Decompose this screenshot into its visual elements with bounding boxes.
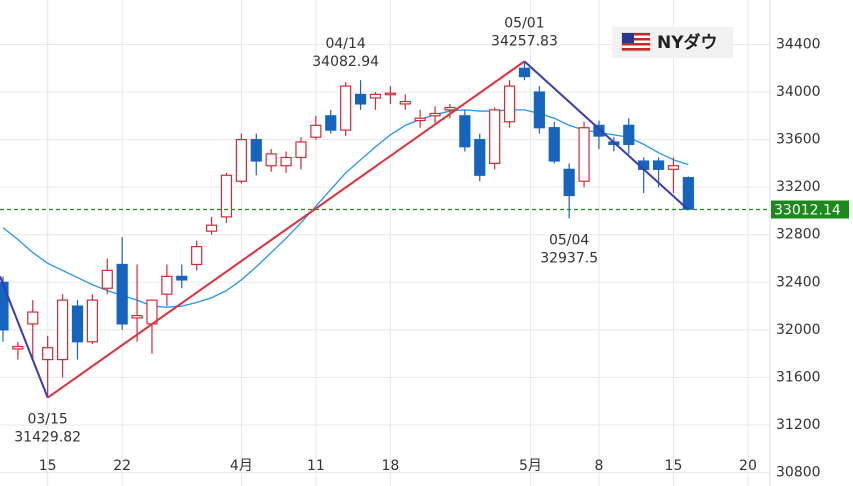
candle-body <box>116 263 128 325</box>
candle-body <box>593 124 605 137</box>
candle-body <box>652 160 665 170</box>
annotation-date: 05/04 <box>549 232 589 248</box>
candle-body <box>0 281 9 331</box>
trend-line <box>0 275 49 399</box>
candle-body <box>667 165 680 170</box>
candle-body <box>161 275 173 295</box>
annotation-date: 04/14 <box>325 36 365 52</box>
candle-body <box>191 246 203 266</box>
candle-body <box>220 174 233 218</box>
last-price-label: 33012.14 <box>774 203 841 219</box>
candle-body <box>384 92 396 96</box>
y-tick-label: 33600 <box>776 132 821 148</box>
candle-body <box>27 311 39 325</box>
y-tick-label: 33200 <box>776 179 821 195</box>
candle-body <box>444 106 456 111</box>
grid <box>0 0 770 486</box>
candle-body <box>101 269 113 289</box>
candle-body <box>623 124 635 145</box>
y-tick-label: 31600 <box>776 369 821 385</box>
candle-body <box>414 117 426 122</box>
candle-body <box>265 153 277 167</box>
candle-body <box>250 139 262 162</box>
candle-body <box>563 168 575 197</box>
candle-body <box>131 314 143 319</box>
flag-icon <box>621 32 651 52</box>
y-tick-label: 32400 <box>776 274 821 290</box>
x-tick-label: 15 <box>665 458 683 474</box>
candle-body <box>86 299 98 343</box>
candle-body <box>489 109 501 164</box>
candle-body <box>340 85 352 131</box>
candle-body <box>310 124 322 138</box>
candle-body <box>295 141 307 159</box>
candle-body <box>205 224 218 232</box>
x-tick-label: 11 <box>307 458 325 474</box>
y-tick-label: 32800 <box>776 227 821 243</box>
candle-body <box>56 299 69 361</box>
plot <box>0 60 694 399</box>
candle-body <box>474 139 486 176</box>
trend-line <box>523 60 690 211</box>
annotation-value: 34082.94 <box>312 54 379 70</box>
annotation-date: 05/01 <box>504 15 544 31</box>
candle-body <box>503 85 516 123</box>
x-tick-label: 4月 <box>230 458 253 474</box>
x-tick-label: 5月 <box>519 458 542 474</box>
annotation-value: 34257.83 <box>491 33 558 49</box>
annotation-date: 03/15 <box>27 412 67 428</box>
annotation-value: 32937.5 <box>540 250 598 266</box>
legend-label: NYダウ <box>657 32 718 53</box>
trend-line <box>47 60 526 399</box>
candle-body <box>280 156 292 167</box>
candle-body <box>518 67 531 78</box>
x-tick-label: 8 <box>594 458 603 474</box>
candle-body <box>42 347 54 361</box>
annotation-value: 31429.82 <box>14 430 81 446</box>
y-tick-label: 30800 <box>776 465 821 481</box>
candle-body <box>146 299 158 325</box>
x-tick-label: 18 <box>381 458 399 474</box>
candle-body <box>429 112 441 117</box>
y-tick-label: 32000 <box>776 322 821 338</box>
candle-body <box>325 115 337 131</box>
y-tick-label: 34400 <box>776 36 821 52</box>
candle-body <box>459 115 471 148</box>
candle-body <box>578 127 590 182</box>
candle-body <box>682 177 694 210</box>
last-price-tag <box>771 200 849 219</box>
candle-body <box>399 100 411 105</box>
candle-body <box>354 93 367 105</box>
candle-body <box>235 139 247 182</box>
candle-body <box>533 91 545 129</box>
x-tick-label: 15 <box>39 458 57 474</box>
candle-body <box>12 345 24 350</box>
candle-body <box>369 93 382 99</box>
y-tick-label: 31200 <box>776 417 821 433</box>
x-tick-label: 20 <box>739 458 757 474</box>
candle-body <box>176 275 188 281</box>
y-tick-label: 34000 <box>776 84 821 100</box>
x-tick-label: 22 <box>113 458 131 474</box>
candle-body <box>71 305 84 343</box>
candle-body <box>548 127 560 162</box>
